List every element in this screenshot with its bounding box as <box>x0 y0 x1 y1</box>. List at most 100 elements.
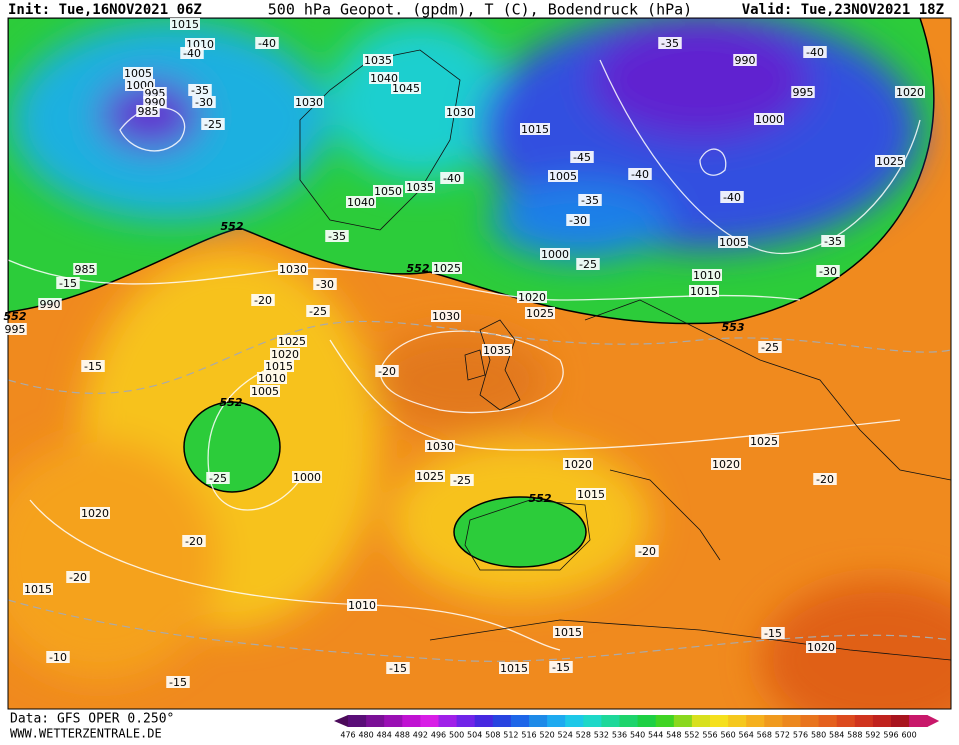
colorbar-cell <box>402 715 421 727</box>
label-box <box>566 214 590 226</box>
colorbar-cell <box>909 715 928 727</box>
colorbar-tick-label: 544 <box>648 731 663 740</box>
label-box <box>3 323 27 335</box>
label-box <box>718 236 748 248</box>
contour-label: 553 <box>722 321 745 334</box>
data-source: Data: GFS OPER 0.250° <box>10 712 174 727</box>
label-box <box>206 472 230 484</box>
label-box <box>875 155 905 167</box>
label-box <box>250 385 280 397</box>
label-box <box>520 123 550 135</box>
colorbar-cell <box>619 715 639 727</box>
label-box <box>692 269 722 281</box>
isoline-label: -40 <box>443 172 461 185</box>
label-box <box>576 488 606 500</box>
contour-label: 552 <box>529 492 552 505</box>
isoline-label: 1005 <box>124 67 152 80</box>
label-box <box>548 170 578 182</box>
isoline-label: 1000 <box>541 248 569 261</box>
label-box <box>66 571 90 583</box>
label-box <box>294 96 324 108</box>
label-box <box>553 626 583 638</box>
isoline-label: 1040 <box>370 72 398 85</box>
colorbar-cell <box>366 715 385 727</box>
isoline-label: -35 <box>328 230 346 243</box>
label-box <box>635 545 659 557</box>
isoline-label: 1020 <box>807 641 835 654</box>
isoline-label: 1025 <box>876 155 904 168</box>
colorbar-cell <box>782 715 801 727</box>
label-box <box>628 168 652 180</box>
isoline-label: -15 <box>389 662 407 675</box>
isoline-label: 1025 <box>433 262 461 275</box>
label-box <box>80 507 110 519</box>
isoline-label: -15 <box>169 676 187 689</box>
colorbar-cell <box>529 715 548 727</box>
colorbar-tick-label: 588 <box>847 731 862 740</box>
label-box <box>56 277 80 289</box>
colorbar-arrow-right <box>927 715 940 727</box>
isoline-label: -15 <box>84 360 102 373</box>
label-box <box>257 372 287 384</box>
label-box <box>570 151 594 163</box>
isoline-label: 1020 <box>896 86 924 99</box>
colorbar-tick-label: 496 <box>431 731 446 740</box>
colorbar-tick-label: 528 <box>576 731 591 740</box>
label-box <box>549 661 573 673</box>
label-box <box>325 230 349 242</box>
isoline-label: 1030 <box>432 310 460 323</box>
init-time: Init: Tue,16NOV2021 06Z <box>8 2 202 18</box>
isoline-label: 990 <box>40 298 61 311</box>
colorbar-cell <box>438 715 458 727</box>
label-box <box>188 84 212 96</box>
label-box <box>182 535 206 547</box>
isoline-label: -40 <box>183 47 201 60</box>
colorbar-tick-label: 580 <box>811 731 826 740</box>
label-box <box>749 435 779 447</box>
label-box <box>482 344 512 356</box>
isoline-label: 1000 <box>755 113 783 126</box>
colorbar-cell <box>348 715 367 727</box>
label-box <box>445 106 475 118</box>
label-box <box>346 196 376 208</box>
label-box <box>440 172 464 184</box>
colorbar-tick-label: 532 <box>594 731 609 740</box>
label-box <box>46 651 70 663</box>
colorbar-cell <box>583 715 602 727</box>
isoline-label: 1020 <box>518 291 546 304</box>
site-name: WWW.WETTERZENTRALE.DE <box>10 727 162 741</box>
colorbar-tick-label: 576 <box>793 731 808 740</box>
isoline-label: -35 <box>824 235 842 248</box>
colorbar-cell <box>872 715 892 727</box>
colorbar-tick-label: 536 <box>612 731 627 740</box>
isoline-label: -40 <box>806 46 824 59</box>
label-box <box>563 458 593 470</box>
colorbar-tick-label: 512 <box>503 731 518 740</box>
map-field <box>8 18 951 709</box>
isoline-label: 1025 <box>750 435 778 448</box>
colorbar-cell <box>655 715 675 727</box>
isoline-label: -30 <box>569 214 587 227</box>
label-box <box>415 470 445 482</box>
isoline-label: 1030 <box>279 263 307 276</box>
isoline-label: 1010 <box>258 372 286 385</box>
colorbar-tick-label: 488 <box>395 731 410 740</box>
label-box <box>270 348 300 360</box>
colorbar-cell <box>746 715 765 727</box>
contour-label: 552 <box>407 262 430 275</box>
label-box <box>73 263 97 275</box>
label-box <box>369 72 399 84</box>
isoline-label: -15 <box>59 277 77 290</box>
colorbar-cell <box>420 715 439 727</box>
colorbar-tick-label: 596 <box>883 731 898 740</box>
isoline-label: 1020 <box>712 458 740 471</box>
label-box <box>306 305 330 317</box>
isoline-label: 1035 <box>406 181 434 194</box>
isoline-label: 1015 <box>577 488 605 501</box>
isoline-label: -10 <box>49 651 67 664</box>
colorbar-tick-label: 484 <box>377 731 392 740</box>
label-box <box>431 310 461 322</box>
label-box <box>761 627 785 639</box>
isoline-label: -20 <box>816 473 834 486</box>
isoline-label: -20 <box>378 365 396 378</box>
